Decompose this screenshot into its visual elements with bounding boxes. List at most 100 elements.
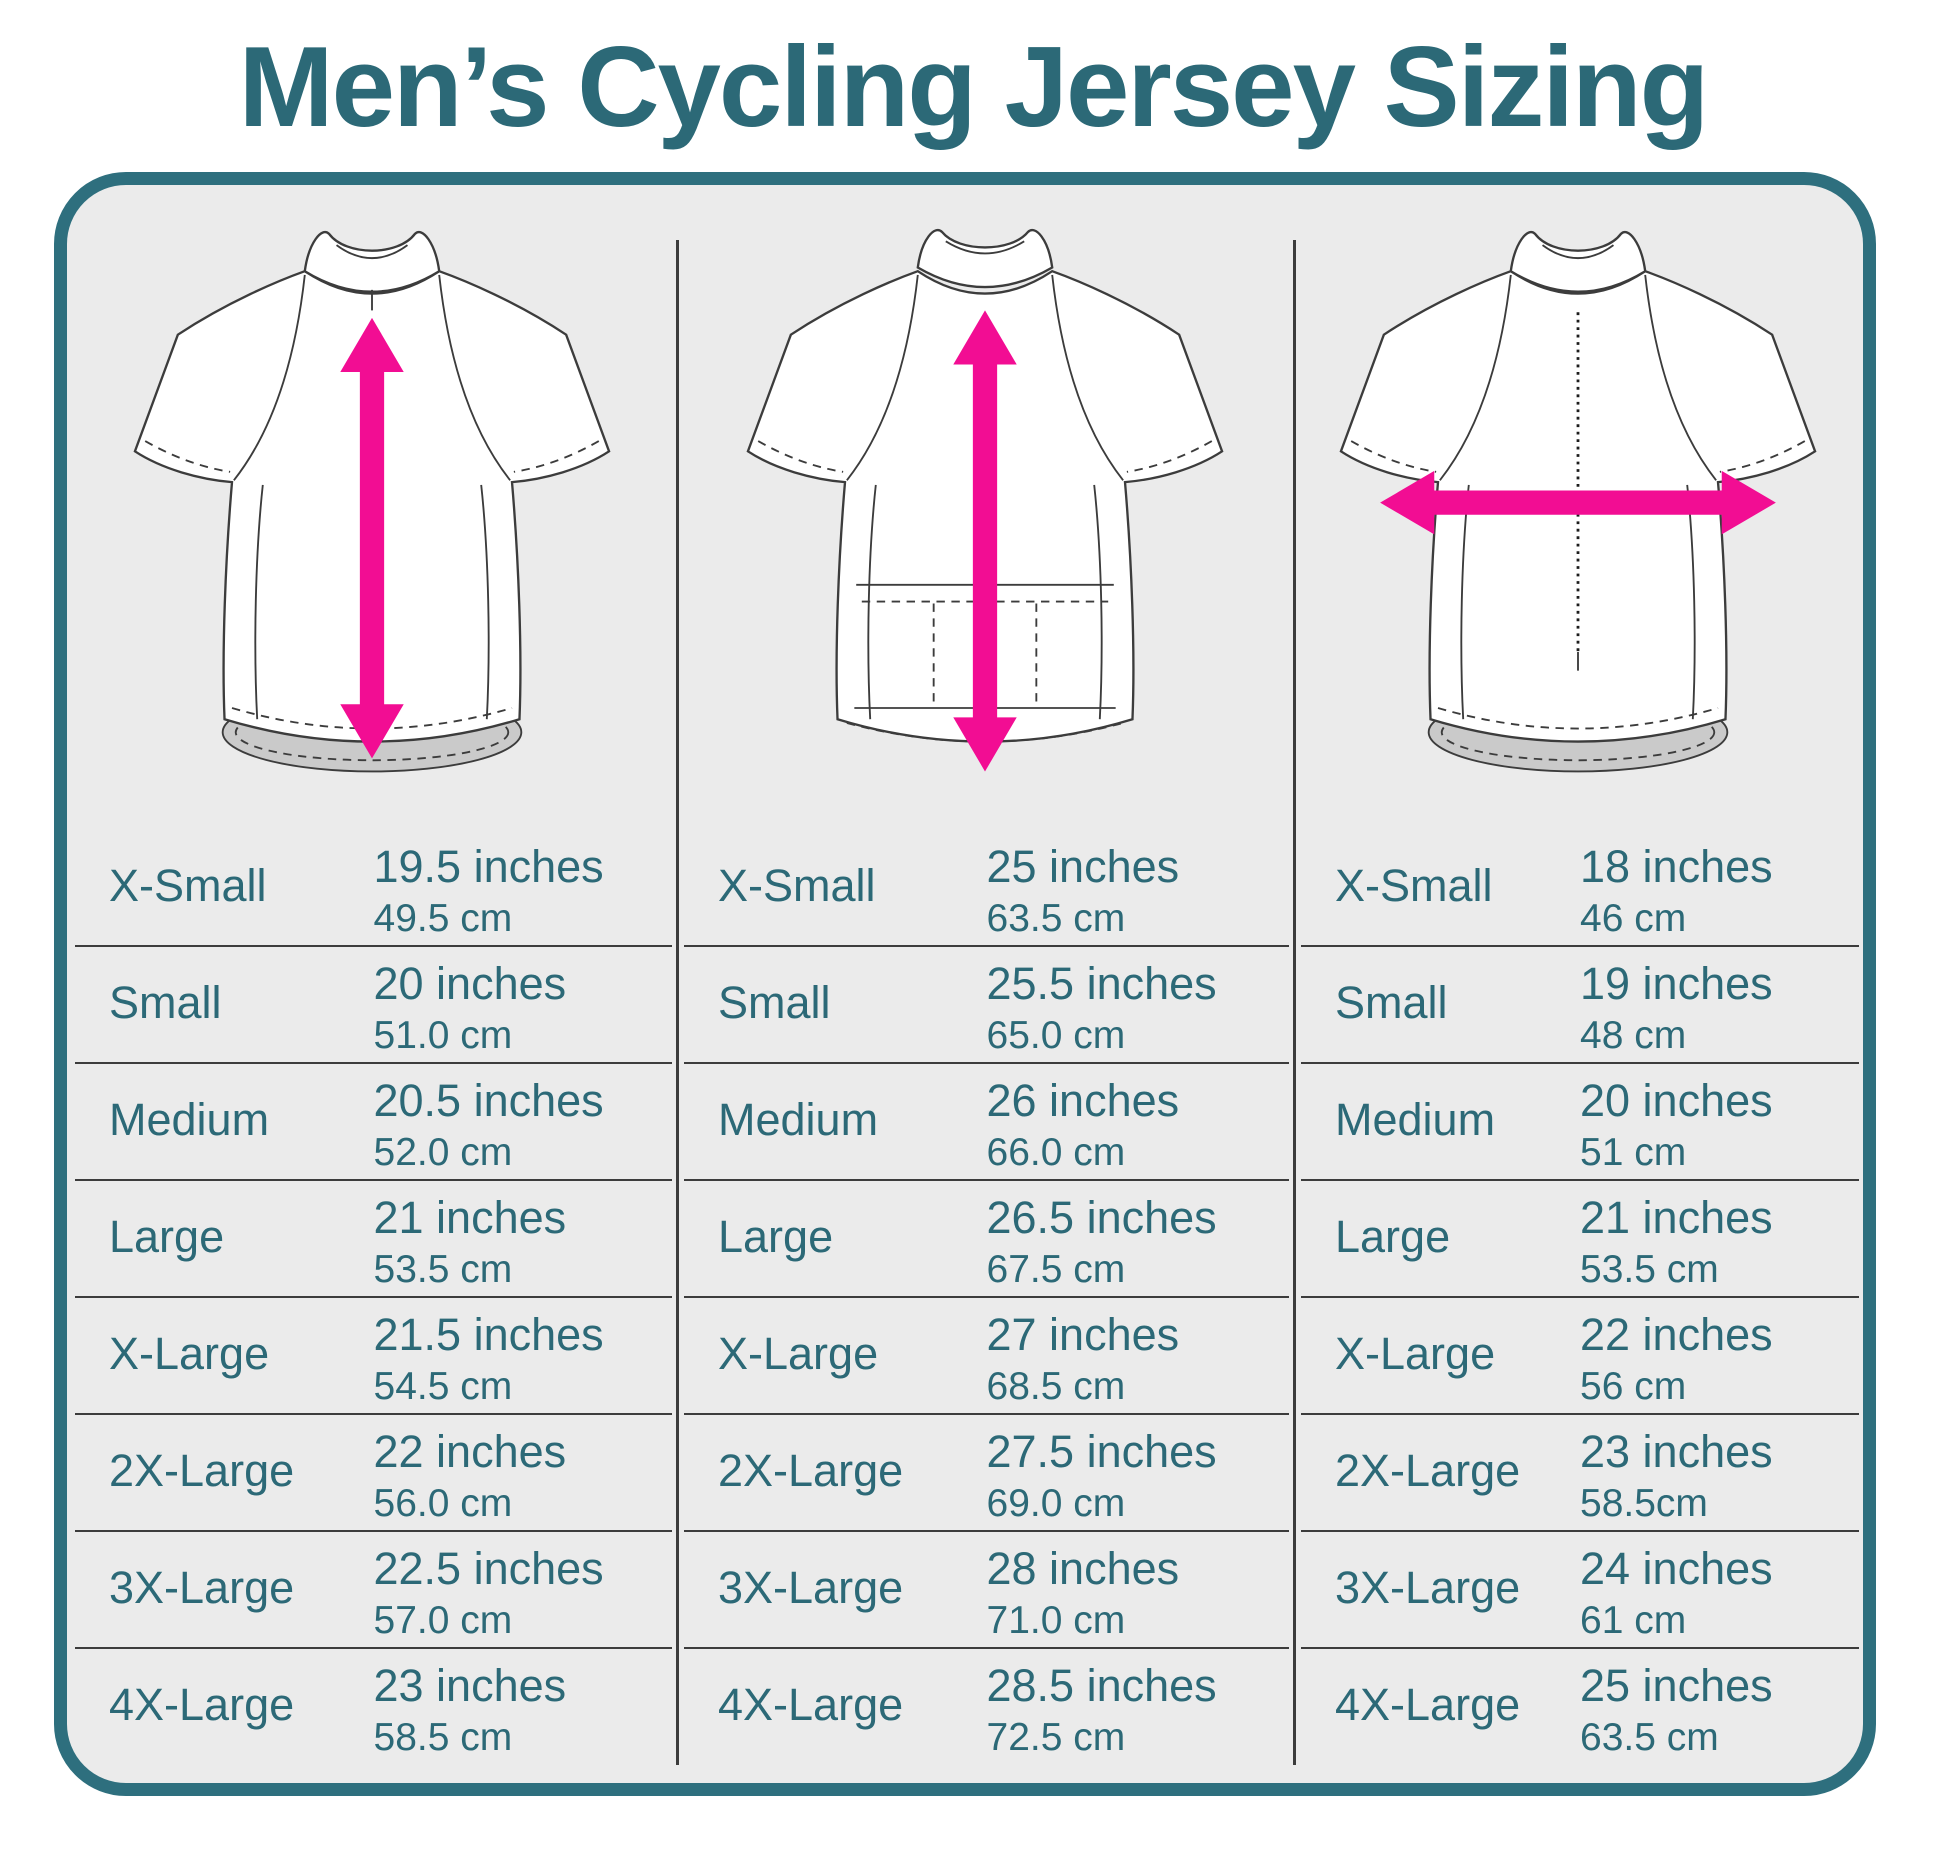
size-label: 2X-Large	[718, 1445, 904, 1496]
size-label: Medium	[109, 1094, 270, 1145]
size-value-inches: 27.5 inches	[986, 1426, 1217, 1477]
size-value-cm: 68.5 cm	[986, 1365, 1126, 1408]
size-value-inches: 21 inches	[1580, 1192, 1773, 1243]
size-label: Large	[109, 1211, 225, 1262]
size-values: 25 inches 63.5 cm	[987, 844, 1180, 938]
size-row: 2X-Large 22 inches 56.0 cm	[75, 1415, 672, 1532]
size-value-inches: 22.5 inches	[373, 1543, 604, 1594]
size-label: Small	[718, 977, 831, 1028]
jersey-front-length-diagram	[133, 231, 610, 773]
size-row: Medium 26 inches 66.0 cm	[684, 1064, 1289, 1181]
chest-width-table: X-Small 18 inches 46 cm Small 19 inches 48 cm…	[1301, 830, 1859, 1783]
size-value-inches: 18 inches	[1580, 841, 1773, 892]
size-value-cm: 58.5 cm	[373, 1716, 513, 1759]
size-value-cm: 48 cm	[1580, 1014, 1687, 1057]
size-value-cm: 63.5 cm	[1580, 1716, 1719, 1759]
size-values: 26.5 inches 67.5 cm	[987, 1195, 1217, 1289]
size-values: 21 inches 53.5 cm	[1580, 1195, 1773, 1289]
size-values: 19 inches 48 cm	[1580, 961, 1773, 1055]
size-value-inches: 27 inches	[986, 1309, 1180, 1360]
size-row: 4X-Large 25 inches 63.5 cm	[1301, 1649, 1859, 1783]
size-value-cm: 51 cm	[1580, 1131, 1687, 1174]
size-row: 3X-Large 28 inches 71.0 cm	[684, 1532, 1289, 1649]
size-row: 2X-Large 23 inches 58.5cm	[1301, 1415, 1859, 1532]
size-value-cm: 46 cm	[1580, 897, 1687, 940]
column-divider	[676, 240, 679, 1765]
size-values: 22 inches 56 cm	[1580, 1312, 1773, 1406]
size-value-inches: 23 inches	[373, 1660, 567, 1711]
size-label: X-Large	[109, 1328, 270, 1379]
size-label: Large	[718, 1211, 834, 1262]
size-values: 28 inches 71.0 cm	[987, 1546, 1180, 1640]
sizing-panel: X-Small 19.5 inches 49.5 cm Small 20 inches 5…	[54, 172, 1876, 1796]
size-value-inches: 20.5 inches	[373, 1075, 604, 1126]
size-value-cm: 67.5 cm	[986, 1248, 1126, 1291]
size-label: X-Large	[718, 1328, 879, 1379]
size-value-cm: 72.5 cm	[986, 1716, 1126, 1759]
size-value-inches: 19 inches	[1580, 958, 1773, 1009]
size-label: Large	[1335, 1211, 1451, 1262]
size-row: X-Large 27 inches 68.5 cm	[684, 1298, 1289, 1415]
size-value-inches: 26 inches	[986, 1075, 1180, 1126]
chest-width-arrow	[1380, 470, 1776, 535]
jersey-back-length-diagram	[746, 229, 1223, 772]
size-value-inches: 24 inches	[1580, 1543, 1773, 1594]
jersey-chest-width-figure	[1293, 185, 1863, 830]
size-label: 2X-Large	[1335, 1445, 1521, 1496]
size-value-inches: 23 inches	[1580, 1426, 1773, 1477]
size-values: 20 inches 51.0 cm	[374, 961, 567, 1055]
size-value-cm: 65.0 cm	[986, 1014, 1126, 1057]
size-label: Small	[109, 977, 222, 1028]
size-value-inches: 21.5 inches	[373, 1309, 604, 1360]
size-row: X-Large 22 inches 56 cm	[1301, 1298, 1859, 1415]
size-values: 21 inches 53.5 cm	[374, 1195, 567, 1289]
size-row: Small 20 inches 51.0 cm	[75, 947, 672, 1064]
size-values: 20.5 inches 52.0 cm	[374, 1078, 604, 1172]
size-values: 26 inches 66.0 cm	[987, 1078, 1180, 1172]
size-value-inches: 25.5 inches	[986, 958, 1217, 1009]
column-chest-width: X-Small 18 inches 46 cm Small 19 inches 48 cm…	[1293, 185, 1863, 1783]
size-values: 27 inches 68.5 cm	[987, 1312, 1180, 1406]
size-label: Small	[1335, 977, 1448, 1028]
size-values: 27.5 inches 69.0 cm	[987, 1429, 1217, 1523]
size-value-cm: 71.0 cm	[986, 1599, 1126, 1642]
size-label: X-Small	[1335, 860, 1493, 911]
size-value-cm: 69.0 cm	[986, 1482, 1126, 1525]
size-row: 2X-Large 27.5 inches 69.0 cm	[684, 1415, 1289, 1532]
page-title: Men’s Cycling Jersey Sizing	[238, 24, 1710, 151]
size-value-cm: 49.5 cm	[373, 897, 513, 940]
size-values: 24 inches 61 cm	[1580, 1546, 1773, 1640]
jersey-back-length-figure	[676, 185, 1293, 830]
size-value-cm: 53.5 cm	[373, 1248, 513, 1291]
size-label: X-Small	[109, 860, 267, 911]
size-label: 4X-Large	[109, 1679, 295, 1730]
size-values: 25.5 inches 65.0 cm	[987, 961, 1217, 1055]
size-value-cm: 66.0 cm	[986, 1131, 1126, 1174]
size-value-cm: 58.5cm	[1580, 1482, 1708, 1525]
size-values: 20 inches 51 cm	[1580, 1078, 1773, 1172]
size-value-cm: 56.0 cm	[373, 1482, 513, 1525]
size-values: 19.5 inches 49.5 cm	[374, 844, 604, 938]
size-value-cm: 53.5 cm	[1580, 1248, 1719, 1291]
size-row: Small 19 inches 48 cm	[1301, 947, 1859, 1064]
size-row: Medium 20.5 inches 52.0 cm	[75, 1064, 672, 1181]
size-label: 4X-Large	[1335, 1679, 1521, 1730]
size-row: Large 21 inches 53.5 cm	[75, 1181, 672, 1298]
size-values: 22.5 inches 57.0 cm	[374, 1546, 604, 1640]
size-value-cm: 63.5 cm	[986, 897, 1126, 940]
size-value-cm: 61 cm	[1580, 1599, 1687, 1642]
size-values: 18 inches 46 cm	[1580, 844, 1773, 938]
size-row: Small 25.5 inches 65.0 cm	[684, 947, 1289, 1064]
size-values: 22 inches 56.0 cm	[374, 1429, 567, 1523]
column-divider	[1293, 240, 1296, 1765]
size-row: Medium 20 inches 51 cm	[1301, 1064, 1859, 1181]
size-value-inches: 28 inches	[986, 1543, 1180, 1594]
size-values: 21.5 inches 54.5 cm	[374, 1312, 604, 1406]
size-row: X-Small 18 inches 46 cm	[1301, 830, 1859, 947]
back-length-arrow	[952, 310, 1017, 772]
size-label: Medium	[1335, 1094, 1496, 1145]
size-row: X-Small 25 inches 63.5 cm	[684, 830, 1289, 947]
size-label: 3X-Large	[1335, 1562, 1521, 1613]
column-front-length: X-Small 19.5 inches 49.5 cm Small 20 inches 5…	[67, 185, 676, 1783]
size-values: 28.5 inches 72.5 cm	[987, 1663, 1217, 1757]
